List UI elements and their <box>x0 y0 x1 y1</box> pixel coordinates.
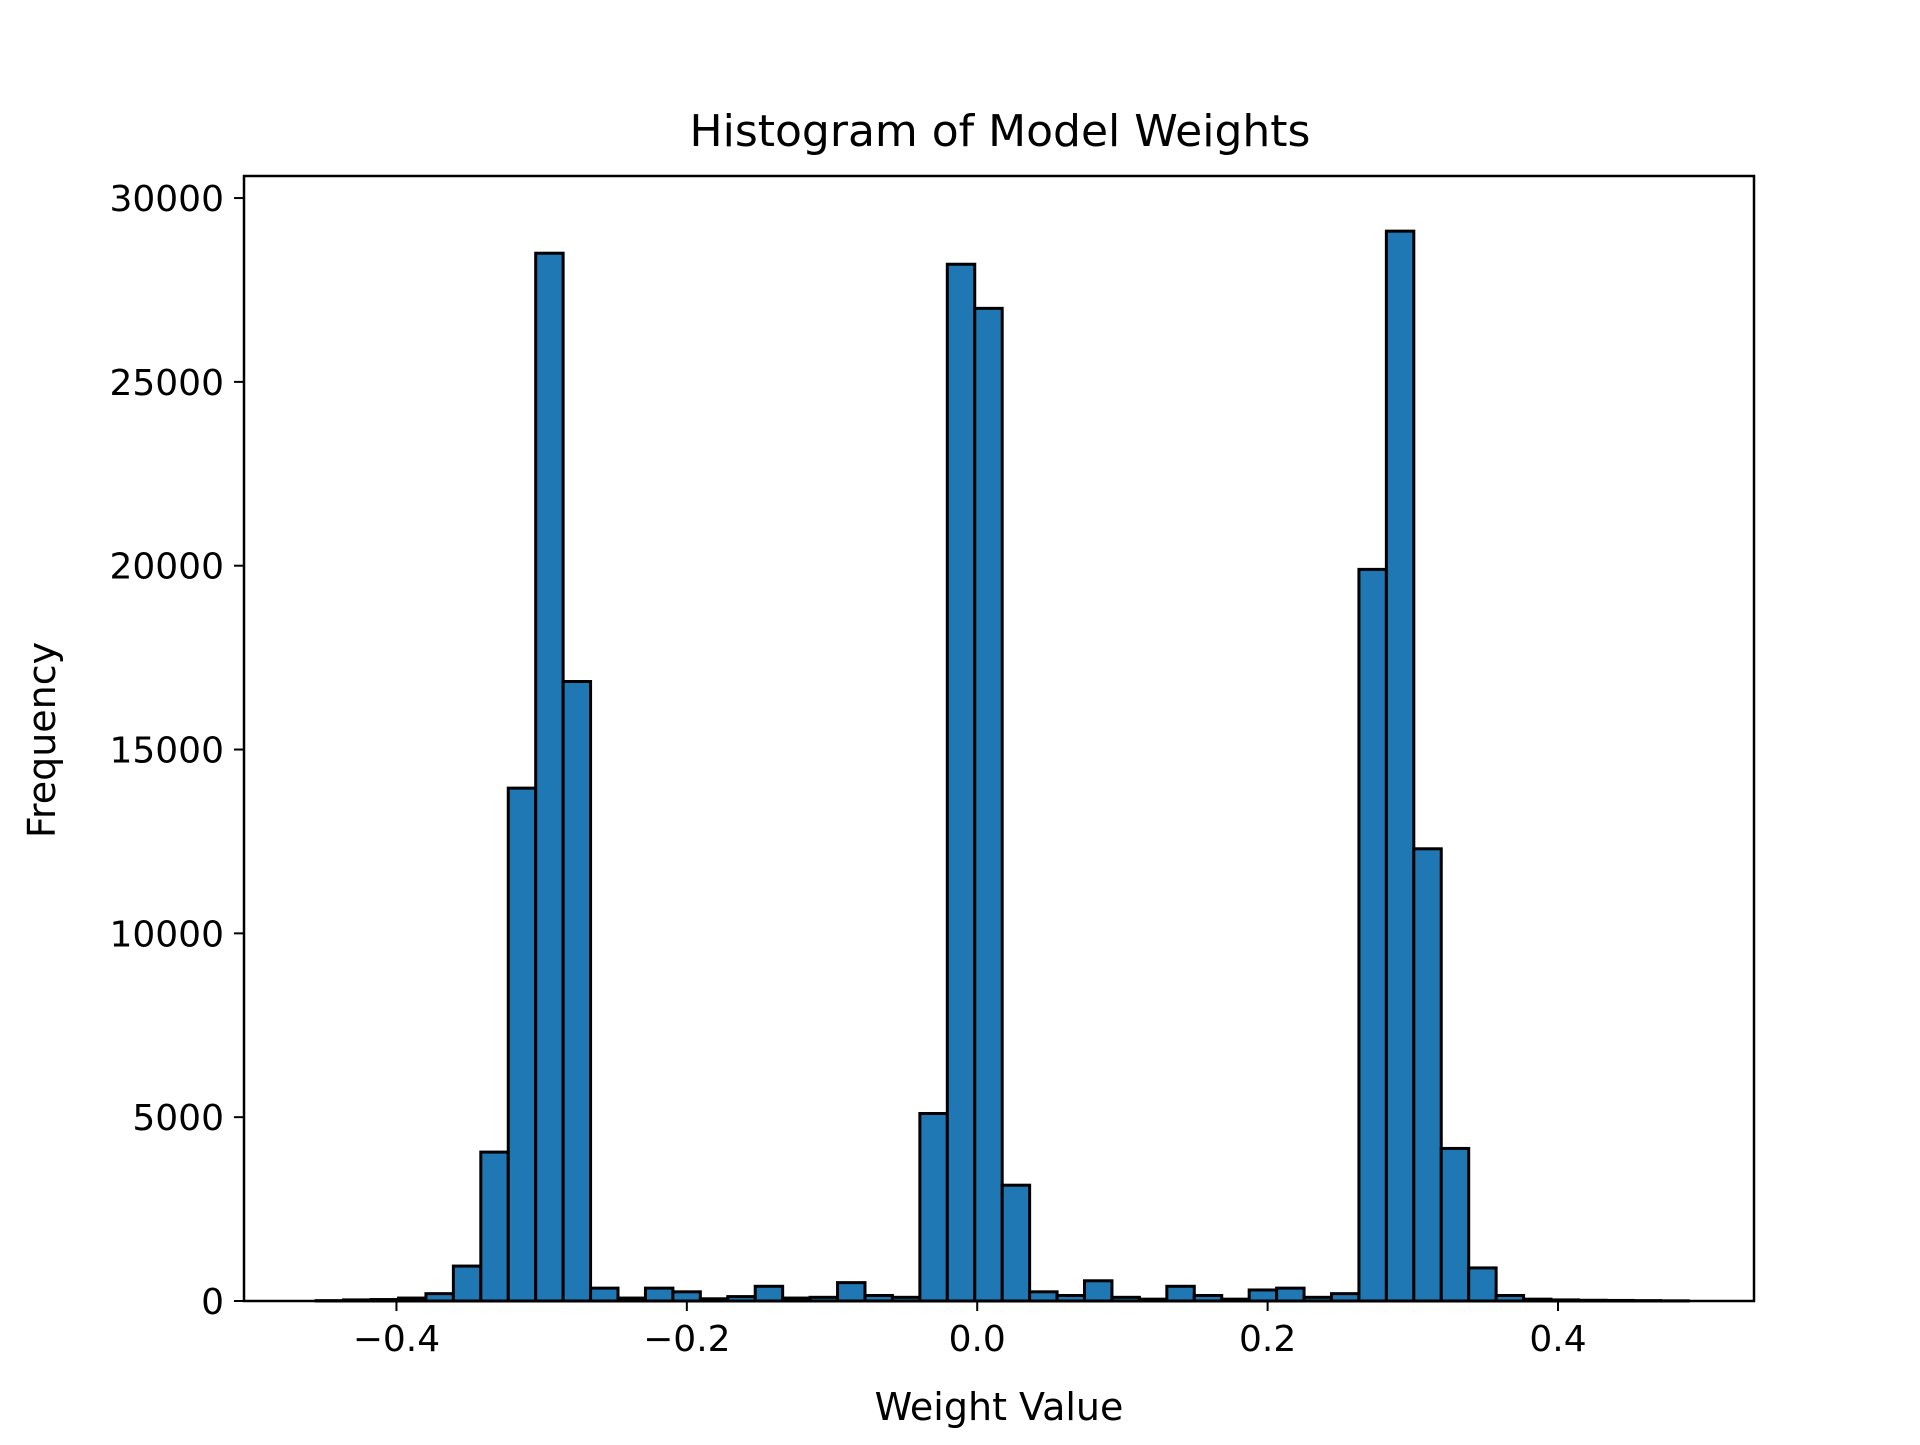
histogram-bar <box>673 1292 700 1301</box>
y-tick-label: 15000 <box>109 731 224 772</box>
histogram-bar <box>1441 1148 1468 1301</box>
histogram-bar <box>755 1286 782 1301</box>
y-tick-label: 5000 <box>132 1098 224 1139</box>
x-tick-label: 0.0 <box>949 1319 1006 1360</box>
y-tick-label: 20000 <box>109 547 224 588</box>
y-axis-label: Frequency <box>20 642 64 838</box>
x-tick-label: 0.4 <box>1529 1319 1586 1360</box>
histogram-bar <box>1002 1185 1029 1301</box>
histogram-bar <box>1469 1268 1496 1301</box>
histogram-bar <box>481 1152 508 1301</box>
histogram-bar <box>1386 231 1413 1301</box>
histogram-bar <box>838 1283 865 1301</box>
histogram-bar <box>1359 569 1386 1301</box>
y-tick-label: 10000 <box>109 914 224 955</box>
histogram-bar <box>508 788 535 1301</box>
histogram-bar <box>1167 1286 1194 1301</box>
y-tick-label: 25000 <box>109 363 224 404</box>
x-tick-label: 0.2 <box>1239 1319 1296 1360</box>
histogram-bar <box>920 1114 947 1302</box>
histogram-bar <box>1030 1292 1057 1301</box>
histogram-bar <box>1249 1290 1276 1301</box>
histogram-bar <box>1085 1281 1112 1301</box>
y-tick-label: 0 <box>201 1282 224 1323</box>
histogram-bar <box>947 264 974 1301</box>
y-tick-label: 30000 <box>109 179 224 220</box>
histogram-bar <box>645 1288 672 1301</box>
chart-title: Histogram of Model Weights <box>690 106 1311 157</box>
histogram-bar <box>453 1266 480 1301</box>
x-axis-label: Weight Value <box>875 1385 1124 1429</box>
histogram-bar <box>975 308 1002 1301</box>
x-tick-label: −0.2 <box>643 1319 730 1360</box>
histogram-bar <box>536 253 563 1301</box>
histogram-bar <box>591 1288 618 1301</box>
histogram-bar <box>1414 849 1441 1301</box>
x-tick-label: −0.4 <box>353 1319 440 1360</box>
histogram-bar <box>563 682 590 1301</box>
histogram-bar <box>1277 1288 1304 1301</box>
